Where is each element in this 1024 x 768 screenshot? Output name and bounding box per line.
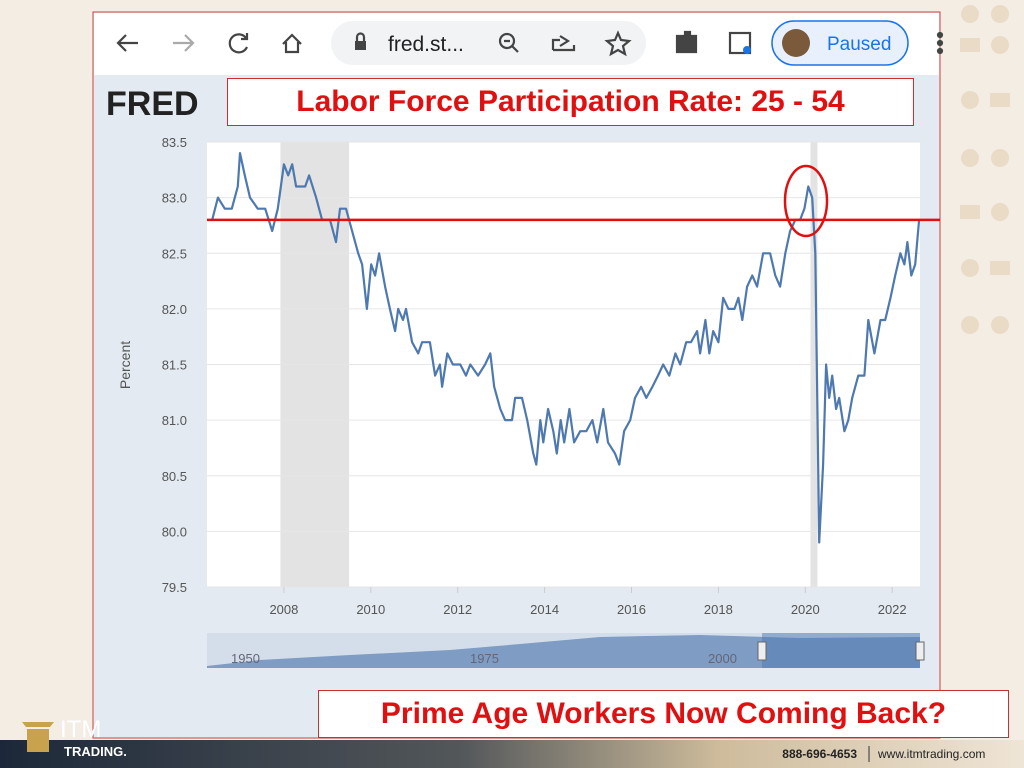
navigator-label: 2000 <box>708 651 737 666</box>
navigator-handle[interactable] <box>757 641 767 661</box>
x-tick-label: 2018 <box>704 602 733 617</box>
footer-website: www.itmtrading.com <box>877 747 985 761</box>
brand-name: ITM <box>60 716 101 743</box>
y-tick-label: 79.5 <box>162 580 187 595</box>
y-axis-label: Percent <box>117 341 133 389</box>
y-tick-label: 81.0 <box>162 413 187 428</box>
y-tick-label: 82.5 <box>162 246 187 261</box>
footer-phone: 888-696-4653 <box>782 747 857 761</box>
x-tick-label: 2020 <box>791 602 820 617</box>
brand-icon <box>22 722 54 752</box>
y-tick-label: 80.0 <box>162 524 187 539</box>
y-tick-label: 82.0 <box>162 302 187 317</box>
navigator-area <box>207 635 920 668</box>
x-tick-label: 2010 <box>356 602 385 617</box>
fred-logo: FRED <box>106 85 199 123</box>
y-tick-label: 83.0 <box>162 191 187 206</box>
x-tick-label: 2016 <box>617 602 646 617</box>
highlight-circle <box>783 164 829 238</box>
profile-status: Paused <box>827 34 891 55</box>
x-tick-label: 2012 <box>443 602 472 617</box>
url-text: fred.st... <box>388 33 464 56</box>
browser-icons <box>116 20 944 66</box>
headline: Labor Force Participation Rate: 25 - 54 <box>227 78 914 126</box>
x-tick-label: 2014 <box>530 602 559 617</box>
brand-sub: TRADING. <box>64 744 127 759</box>
data-line <box>211 152 921 544</box>
footer-bar <box>0 740 1024 768</box>
navigator-label: 1950 <box>231 651 260 666</box>
navigator-label: 1975 <box>470 651 499 666</box>
y-tick-label: 80.5 <box>162 469 187 484</box>
x-tick-label: 2008 <box>269 602 298 617</box>
y-tick-label: 83.5 <box>162 135 187 150</box>
y-tick-label: 81.5 <box>162 358 187 373</box>
decor <box>960 5 1010 334</box>
navigator-handle[interactable] <box>915 641 925 661</box>
caption: Prime Age Workers Now Coming Back? <box>318 690 1009 738</box>
x-tick-label: 2022 <box>878 602 907 617</box>
navigator-selection <box>762 633 920 668</box>
